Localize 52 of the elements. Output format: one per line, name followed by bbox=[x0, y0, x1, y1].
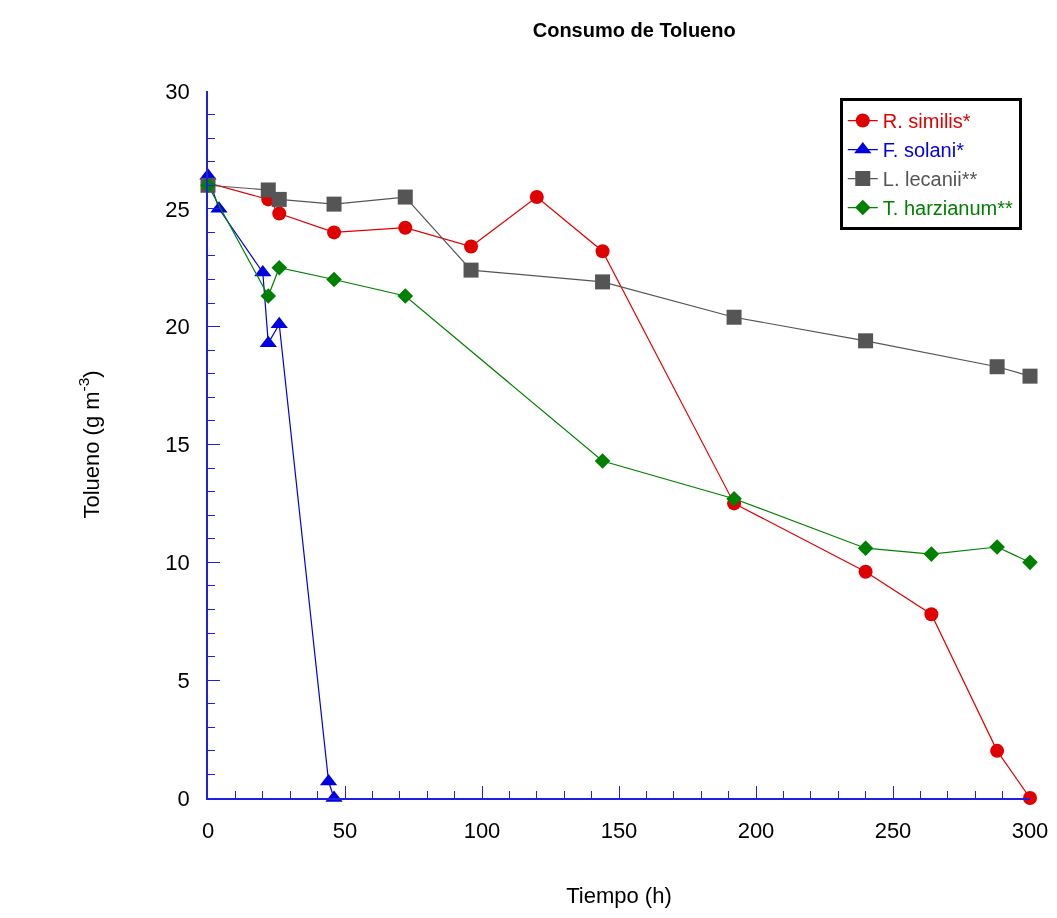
x-tick-label: 150 bbox=[600, 818, 638, 844]
y-tick-label: 30 bbox=[165, 78, 190, 104]
y-tick-label: 5 bbox=[177, 667, 190, 693]
y-tick-label: 15 bbox=[165, 432, 190, 458]
point bbox=[858, 564, 873, 579]
point bbox=[989, 539, 1005, 555]
legend-label: R. similis* bbox=[882, 110, 971, 133]
point bbox=[924, 607, 939, 622]
point bbox=[464, 239, 479, 254]
point bbox=[271, 259, 288, 276]
y-tick-label: 20 bbox=[165, 314, 190, 340]
point bbox=[326, 271, 342, 288]
y-tick-label: 25 bbox=[165, 196, 190, 222]
legend-label: T. harzianum** bbox=[882, 197, 1014, 220]
x-tick-label: 0 bbox=[201, 818, 215, 844]
x-tick-label: 100 bbox=[463, 818, 501, 844]
x-tick-label: 300 bbox=[1011, 818, 1049, 844]
point bbox=[923, 546, 940, 562]
point bbox=[726, 490, 742, 507]
point bbox=[858, 333, 874, 349]
point bbox=[254, 264, 272, 277]
point bbox=[260, 182, 276, 198]
point bbox=[595, 244, 610, 259]
point bbox=[989, 359, 1005, 375]
chart-title: Consumo de Tolueno bbox=[532, 18, 736, 41]
y-tick-label: 0 bbox=[177, 785, 190, 811]
point bbox=[594, 453, 611, 469]
point bbox=[726, 309, 742, 325]
point bbox=[397, 189, 413, 205]
x-axis-title: Tiempo (h) bbox=[566, 882, 672, 908]
point bbox=[326, 196, 342, 212]
point bbox=[1023, 791, 1037, 805]
point bbox=[595, 274, 611, 290]
point bbox=[397, 288, 414, 304]
y-tick-label: 10 bbox=[165, 550, 190, 576]
x-tick-label: 200 bbox=[737, 818, 775, 844]
point bbox=[327, 225, 342, 240]
point bbox=[270, 316, 288, 329]
point bbox=[463, 262, 479, 278]
point bbox=[857, 540, 874, 556]
point bbox=[529, 190, 544, 205]
point bbox=[272, 206, 287, 221]
legend-label: L. lecanii** bbox=[882, 168, 978, 191]
x-tick-label: 250 bbox=[874, 818, 912, 844]
legend-label: F. solani* bbox=[882, 139, 965, 162]
x-tick-label: 50 bbox=[332, 818, 358, 844]
point bbox=[990, 743, 1005, 758]
point bbox=[1022, 368, 1038, 384]
point bbox=[260, 288, 277, 304]
point bbox=[271, 191, 287, 207]
point bbox=[398, 220, 413, 235]
point bbox=[1022, 554, 1038, 571]
